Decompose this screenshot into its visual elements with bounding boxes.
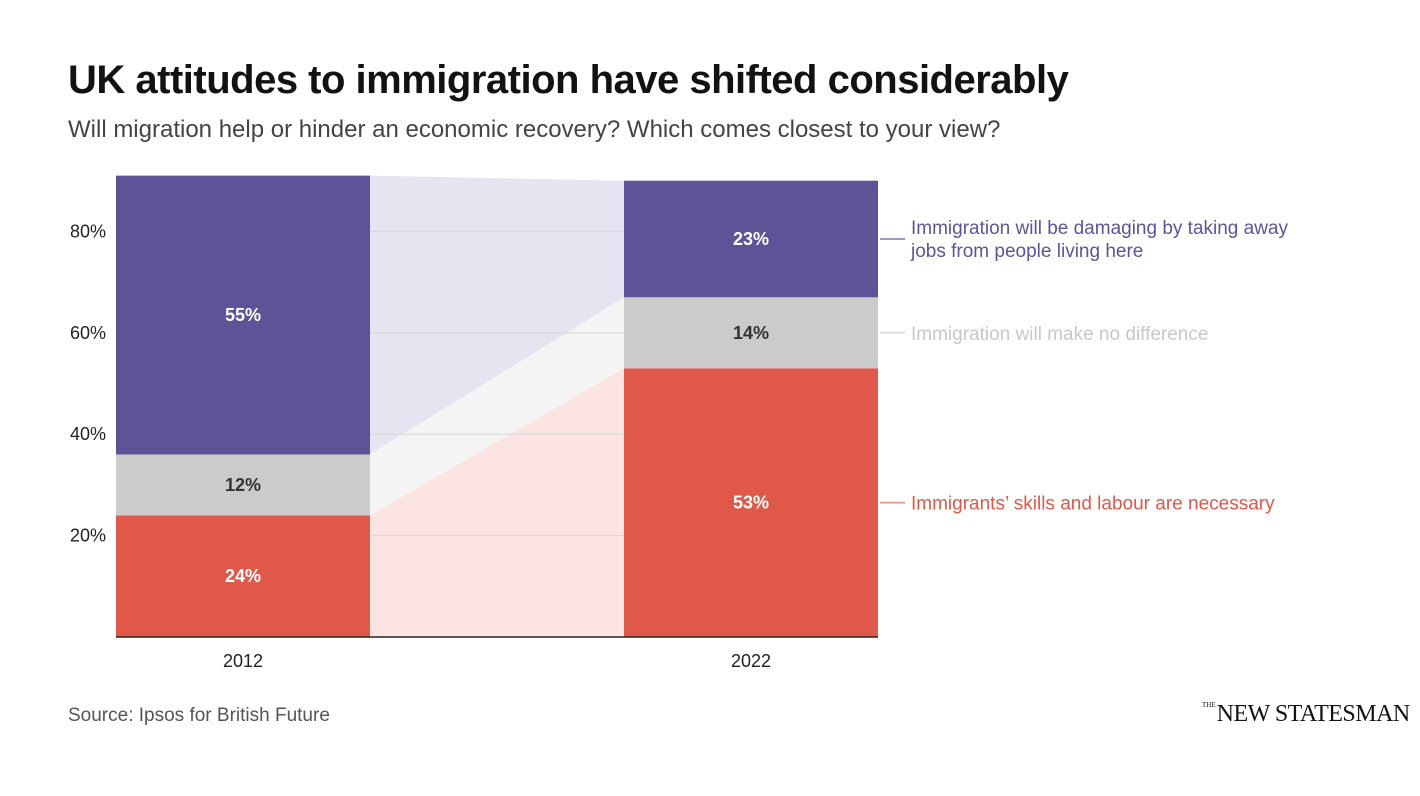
bar-segment: [116, 515, 370, 637]
y-tick-label: 80%: [70, 221, 106, 241]
bar-segment: [624, 180, 878, 298]
bar-value-label: 53%: [733, 493, 769, 513]
legend-label: Immigration will make no difference: [911, 324, 1208, 345]
bar-value-label: 55%: [225, 305, 261, 325]
bar-value-label: 12%: [225, 475, 261, 495]
y-axis: 20% 40% 60% 80%: [70, 221, 106, 545]
bar-segment: [624, 297, 878, 369]
connector-band: [370, 297, 624, 516]
connector-band: [370, 368, 624, 637]
bar-value-label: 23%: [733, 229, 769, 249]
chart-title: UK attitudes to immigration have shifted…: [68, 58, 1069, 102]
x-tick-label: 2012: [223, 651, 263, 671]
x-axis: 2012 2022: [116, 636, 878, 671]
bar-segment: [116, 175, 370, 455]
connector-band: [370, 175, 624, 455]
y-tick-label: 40%: [70, 424, 106, 444]
bar-segment: [116, 454, 370, 516]
publisher-logo: THENEW STATESMAN: [1202, 701, 1410, 727]
y-tick-label: 60%: [70, 323, 106, 343]
connector-bands: [370, 175, 624, 637]
bar-value-label: 14%: [733, 323, 769, 343]
bars: 24% 53% 12% 14% 55% 23%: [116, 175, 878, 637]
y-tick-label: 20%: [70, 526, 106, 546]
source-note: Source: Ipsos for British Future: [68, 705, 330, 726]
chart-subtitle: Will migration help or hinder an economi…: [68, 116, 1001, 143]
bar-segment: [624, 368, 878, 637]
legend: Immigrants’ skills and labour are necess…: [880, 218, 1289, 515]
legend-label: Immigrants’ skills and labour are necess…: [911, 494, 1275, 515]
bar-value-label: 24%: [225, 566, 261, 586]
x-tick-label: 2022: [731, 651, 771, 671]
legend-label: Immigration will be damaging by taking a…: [911, 218, 1289, 239]
legend-label: jobs from people living here: [910, 241, 1143, 262]
